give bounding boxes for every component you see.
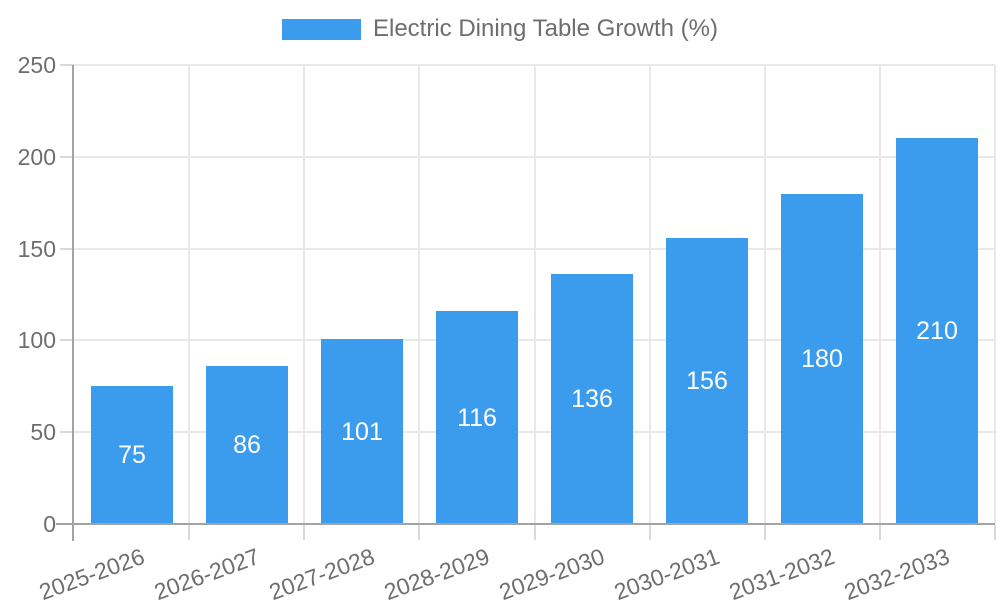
x-tick-label: 2031-2032 — [725, 543, 838, 605]
y-tick — [60, 431, 74, 433]
y-tick — [60, 64, 74, 66]
y-tick — [60, 156, 74, 158]
x-tick-label: 2025-2026 — [35, 543, 148, 605]
x-tick-label: 2027-2028 — [265, 543, 378, 605]
x-tick — [188, 525, 190, 540]
y-tick-label: 150 — [17, 236, 56, 262]
bar[interactable] — [206, 366, 288, 524]
gridline-v — [418, 65, 420, 524]
gridline-v — [879, 65, 881, 524]
y-tick — [60, 248, 74, 250]
bar[interactable] — [896, 138, 978, 524]
x-tick — [994, 525, 996, 540]
gridline-v — [764, 65, 766, 524]
y-axis-line — [72, 65, 74, 541]
legend[interactable]: Electric Dining Table Growth (%) — [0, 15, 1000, 43]
y-tick-label: 50 — [30, 419, 56, 445]
y-tick-label: 0 — [43, 511, 56, 537]
x-tick — [764, 525, 766, 540]
bar[interactable] — [781, 194, 863, 524]
gridline-v — [303, 65, 305, 524]
bar[interactable] — [436, 311, 518, 524]
y-tick-label: 200 — [17, 144, 56, 170]
x-tick-label: 2029-2030 — [495, 543, 608, 605]
legend-swatch — [281, 18, 361, 40]
x-axis-line — [56, 523, 995, 525]
x-tick — [303, 525, 305, 540]
bar[interactable] — [321, 339, 403, 524]
bar[interactable] — [551, 274, 633, 524]
gridline-v — [188, 65, 190, 524]
x-tick — [534, 525, 536, 540]
x-tick-label: 2032-2033 — [840, 543, 953, 605]
plot-area: 75 86 101 116 136 156 180 210 0 50 100 150 200 250 20… — [18, 52, 996, 605]
bar[interactable] — [666, 238, 748, 524]
x-tick-label: 2030-2031 — [610, 543, 723, 605]
x-tick — [418, 525, 420, 540]
x-tick — [649, 525, 651, 540]
y-tick — [60, 339, 74, 341]
gridline-v — [994, 65, 996, 524]
x-tick — [879, 525, 881, 540]
x-tick-label: 2026-2027 — [150, 543, 263, 605]
x-tick-label: 2028-2029 — [380, 543, 493, 605]
gridline-v — [649, 65, 651, 524]
legend-label: Electric Dining Table Growth (%) — [372, 15, 718, 42]
y-tick-label: 100 — [17, 327, 56, 353]
gridline-v — [534, 65, 536, 524]
bar[interactable] — [91, 386, 173, 524]
y-tick-label: 250 — [17, 52, 56, 78]
